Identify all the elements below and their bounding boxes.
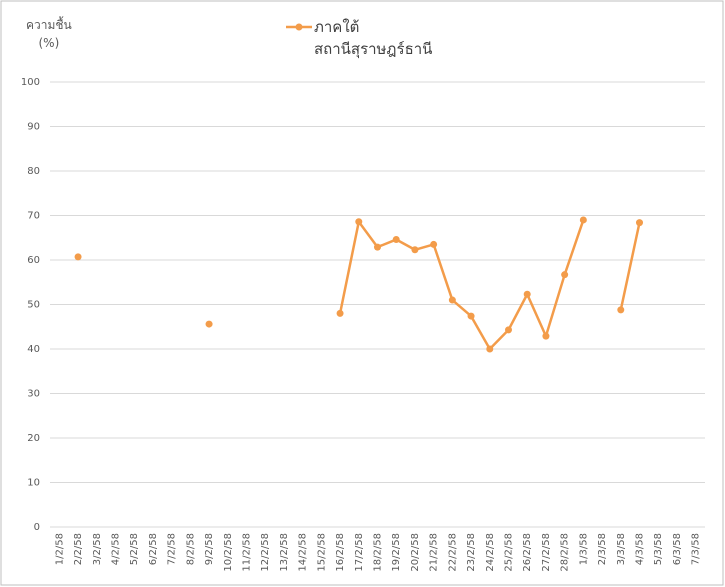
x-tick-label: 17/2/58 (354, 533, 365, 572)
x-tick-label: 20/2/58 (410, 533, 421, 572)
data-point (374, 243, 381, 251)
y-tick-label: 70 (27, 211, 40, 222)
x-tick-label: 7/2/58 (167, 533, 178, 565)
x-tick-label: 18/2/58 (373, 533, 384, 572)
x-tick-label: 12/2/58 (260, 533, 271, 572)
data-point (561, 271, 569, 279)
x-tick-label: 6/2/58 (148, 533, 159, 565)
x-tick-label: 5/3/58 (653, 533, 664, 565)
legend-label: ภาคใต้ สถานีสุราษฎร์ธานี (314, 18, 433, 58)
data-point (467, 312, 475, 320)
data-point (205, 320, 213, 328)
x-tick-label: 5/2/58 (129, 533, 140, 565)
y-tick-label: 80 (27, 166, 40, 177)
y-tick-label: 20 (27, 433, 40, 444)
x-tick-label: 9/2/58 (204, 533, 215, 565)
y-tick-label: 0 (34, 522, 40, 533)
y-tick-label: 60 (27, 255, 40, 266)
x-tick-label: 1/3/58 (578, 533, 589, 565)
data-point (448, 296, 456, 304)
x-tick-label: 2/3/58 (597, 533, 608, 565)
data-point (579, 216, 587, 224)
x-tick-label: 6/3/58 (672, 533, 683, 565)
x-tick-label: 14/2/58 (298, 533, 309, 572)
x-tick-label: 21/2/58 (429, 533, 440, 572)
data-point (430, 240, 438, 248)
x-tick-label: 16/2/58 (335, 533, 346, 572)
x-tick-label: 7/3/58 (691, 533, 702, 565)
x-tick-label: 24/2/58 (485, 533, 496, 572)
x-tick-label: 11/2/58 (242, 533, 253, 572)
data-point (355, 218, 363, 226)
x-tick-label: 27/2/58 (541, 533, 552, 572)
y-tick-label: 90 (27, 122, 40, 133)
x-tick-label: 3/3/58 (616, 533, 627, 565)
y-tick-label: 10 (27, 478, 40, 489)
y-tick-label: 50 (27, 300, 40, 311)
y-tick-label: 40 (27, 344, 40, 355)
data-point (542, 332, 550, 340)
x-tick-label: 4/2/58 (111, 533, 122, 565)
x-tick-label: 22/2/58 (447, 533, 458, 572)
x-tick-label: 3/2/58 (92, 533, 103, 565)
data-point (336, 309, 344, 317)
y-tick-label: 30 (27, 389, 40, 400)
x-tick-label: 2/2/58 (73, 533, 84, 565)
data-point (392, 236, 400, 244)
x-tick-label: 19/2/58 (391, 533, 402, 572)
data-point (411, 246, 419, 254)
x-tick-label: 28/2/58 (560, 533, 571, 572)
y-axis-title: ความชื้น (%) (26, 18, 72, 50)
data-point (505, 326, 512, 334)
x-tick-label: 1/2/58 (54, 533, 65, 565)
data-point (486, 345, 494, 353)
x-tick-label: 23/2/58 (466, 533, 477, 572)
y-tick-label: 100 (21, 77, 40, 88)
data-point (74, 253, 82, 261)
x-tick-label: 4/3/58 (635, 533, 646, 565)
data-point (523, 290, 531, 298)
x-tick-label: 13/2/58 (279, 533, 290, 572)
data-point (636, 219, 643, 227)
data-point (617, 306, 625, 314)
x-tick-label: 15/2/58 (316, 533, 327, 572)
x-tick-label: 10/2/58 (223, 533, 234, 572)
legend-marker (295, 23, 303, 31)
x-tick-label: 25/2/58 (504, 533, 515, 572)
x-tick-label: 26/2/58 (522, 533, 533, 572)
x-tick-label: 8/2/58 (185, 533, 196, 565)
